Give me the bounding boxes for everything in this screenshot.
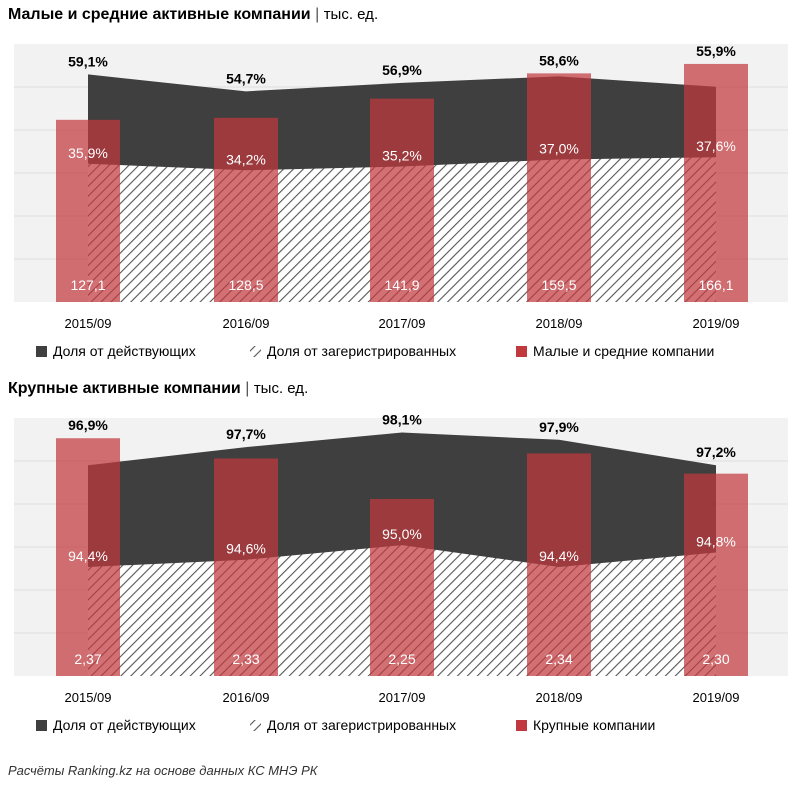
legend-label: Крупные компании xyxy=(533,717,655,733)
chart1-title-main: Малые и средние активные компании xyxy=(8,6,311,23)
label-share-active: 55,9% xyxy=(696,43,736,59)
chart1-title-separator: | xyxy=(315,6,320,23)
x-tick-label: 2019/09 xyxy=(693,316,740,331)
label-bar-value: 141,9 xyxy=(384,277,419,293)
chart2-title: Крупные активные компании | тыс. ед. xyxy=(8,380,308,398)
label-share-registered: 35,9% xyxy=(68,145,108,161)
legend-label: Малые и средние компании xyxy=(533,343,714,359)
x-tick-label: 2017/09 xyxy=(379,316,426,331)
legend-label: Доля от действующих xyxy=(53,343,196,359)
label-bar-value: 2,33 xyxy=(232,651,259,667)
bar-2015/09 xyxy=(56,119,120,302)
bar-2016/09 xyxy=(214,458,278,676)
chart1-title: Малые и средние активные компании | тыс.… xyxy=(8,6,378,24)
x-tick-label: 2019/09 xyxy=(693,690,740,705)
legend-swatch-share-registered xyxy=(250,720,261,731)
bar-2018/09 xyxy=(527,73,591,302)
legend: Доля от действующих Доля от загеристриров… xyxy=(36,343,714,359)
label-bar-value: 2,25 xyxy=(388,651,415,667)
chart2-title-unit: тыс. ед. xyxy=(253,380,309,397)
legend-swatch-bars xyxy=(516,720,527,731)
chart-small-medium-companies: 59,1% 54,7% 56,9% 58,6% 55,9% 35,9% 34,2% 35,2%… xyxy=(14,43,788,359)
label-share-registered: 95,0% xyxy=(382,526,422,542)
label-share-registered: 94,4% xyxy=(539,548,579,564)
legend-swatch-bars xyxy=(516,346,527,357)
x-tick-label: 2015/09 xyxy=(65,690,112,705)
label-share-registered: 94,4% xyxy=(68,548,108,564)
label-bar-value: 127,1 xyxy=(70,277,105,293)
label-share-active: 59,1% xyxy=(68,53,108,69)
label-bar-value: 2,30 xyxy=(702,651,729,667)
x-tick-label: 2017/09 xyxy=(379,690,426,705)
legend-swatch-share-registered xyxy=(250,346,261,357)
chart-large-companies: 96,9% 97,7% 98,1% 97,9% 97,2% 94,4% 94,6% 95,0%… xyxy=(14,412,788,733)
label-share-registered: 37,6% xyxy=(696,138,736,154)
label-share-registered: 94,6% xyxy=(226,541,266,557)
bar-2019/09 xyxy=(684,473,748,676)
x-tick-label: 2015/09 xyxy=(65,316,112,331)
label-share-active: 56,9% xyxy=(382,62,422,78)
label-share-active: 58,6% xyxy=(539,52,579,68)
legend-label: Доля от действующих xyxy=(53,717,196,733)
legend-swatch-share-active xyxy=(36,346,47,357)
chart1-title-unit: тыс. ед. xyxy=(323,6,379,23)
bar-2015/09 xyxy=(56,438,120,676)
label-share-registered: 37,0% xyxy=(539,141,579,157)
bar-2016/09 xyxy=(214,117,278,302)
legend-label: Доля от загеристрированных xyxy=(267,717,456,733)
label-share-active: 97,2% xyxy=(696,444,736,460)
x-tick-label: 2018/09 xyxy=(536,316,583,331)
chart2-title-main: Крупные активные компании xyxy=(8,380,241,397)
label-share-registered: 94,8% xyxy=(696,533,736,549)
label-share-active: 54,7% xyxy=(226,70,266,86)
label-share-active: 98,1% xyxy=(382,412,422,428)
bar-2018/09 xyxy=(527,453,591,676)
source-note: Расчёты Ranking.kz на основе данных КС М… xyxy=(8,763,318,778)
label-share-active: 97,9% xyxy=(539,419,579,435)
label-share-active: 96,9% xyxy=(68,417,108,433)
label-bar-value: 128,5 xyxy=(228,277,263,293)
label-bar-value: 159,5 xyxy=(541,277,576,293)
legend: Доля от действующих Доля от загеристриров… xyxy=(36,717,655,733)
legend-swatch-share-active xyxy=(36,720,47,731)
label-bar-value: 166,1 xyxy=(698,277,733,293)
x-tick-label: 2016/09 xyxy=(223,690,270,705)
label-bar-value: 2,37 xyxy=(74,651,101,667)
label-bar-value: 2,34 xyxy=(545,651,572,667)
legend-label: Доля от загеристрированных xyxy=(267,343,456,359)
label-share-registered: 35,2% xyxy=(382,147,422,163)
chart2-title-separator: | xyxy=(245,380,250,397)
label-share-registered: 34,2% xyxy=(226,151,266,167)
x-tick-label: 2018/09 xyxy=(536,690,583,705)
label-share-active: 97,7% xyxy=(226,426,266,442)
x-tick-label: 2016/09 xyxy=(223,316,270,331)
bar-2019/09 xyxy=(684,63,748,302)
bar-2017/09 xyxy=(370,98,434,302)
bar-2017/09 xyxy=(370,498,434,676)
